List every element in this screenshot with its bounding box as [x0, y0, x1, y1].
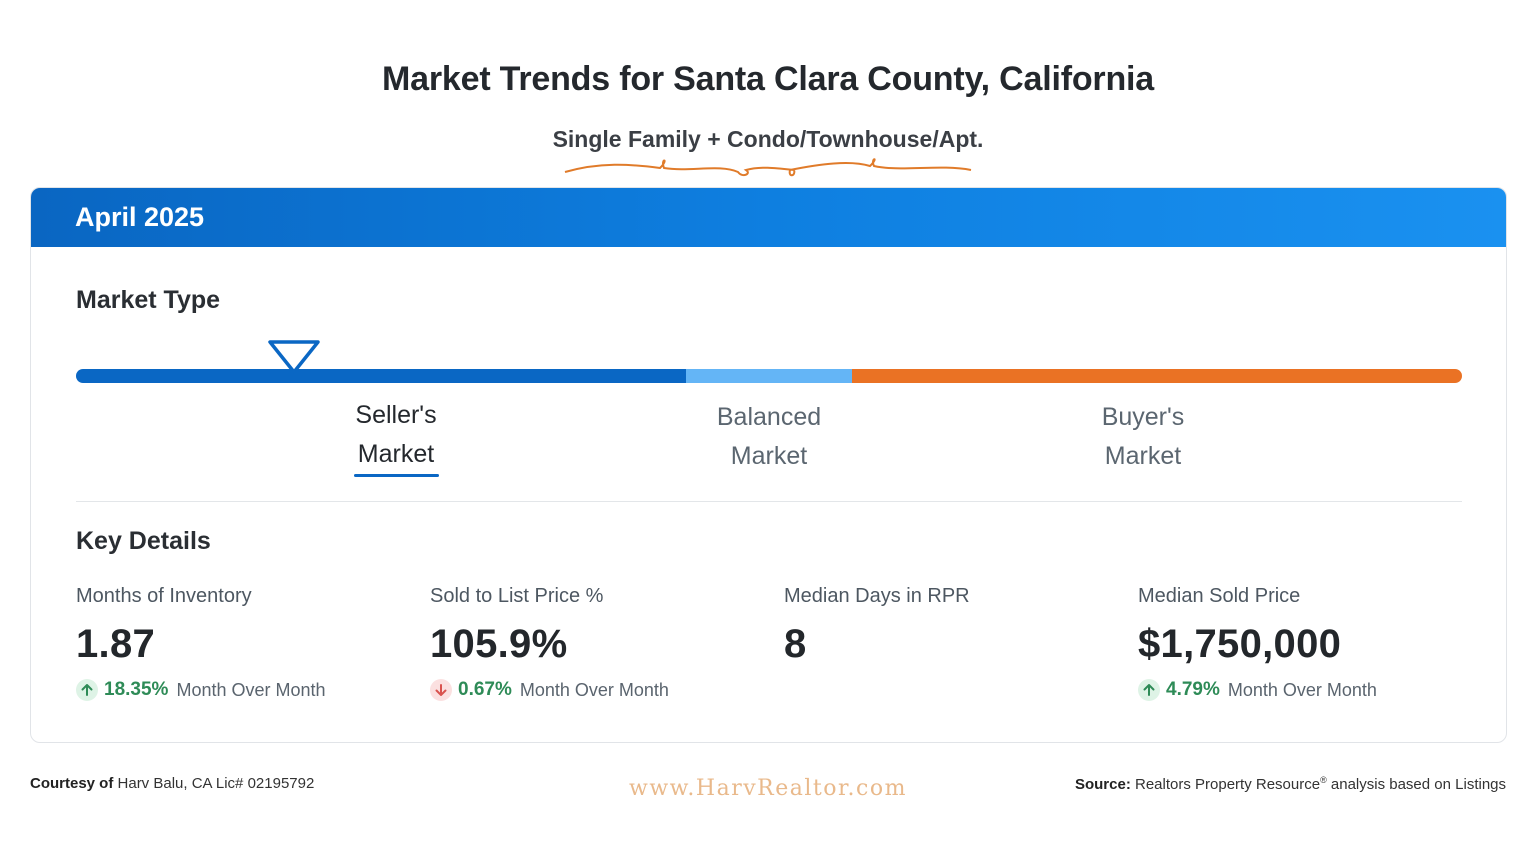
card-header: April 2025	[31, 188, 1506, 247]
stat-median-sold-price: Median Sold Price $1,750,000 4.79% Month…	[1138, 585, 1478, 701]
change-percent: 4.79%	[1166, 679, 1220, 700]
stat-value: 1.87	[76, 622, 156, 666]
stat-change: 18.35% Month Over Month	[76, 679, 416, 701]
stat-label: Sold to List Price %	[430, 585, 604, 607]
page-subtitle: Single Family + Condo/Townhouse/Apt.	[552, 126, 984, 152]
stat-months-of-inventory: Months of Inventory 1.87 18.35% Month Ov…	[76, 585, 416, 701]
arrow-up-icon	[76, 679, 98, 701]
change-label: Month Over Month	[1227, 679, 1377, 700]
page-title: Market Trends for Santa Clara County, Ca…	[382, 60, 1154, 98]
website-watermark: www.HarvRealtor.com	[629, 776, 907, 801]
stat-change: 0.67% Month Over Month	[430, 679, 770, 701]
key-details-heading: Key Details	[76, 527, 211, 555]
balanced-label-line2: Market	[730, 442, 808, 470]
source-text-b: analysis based on Listings	[1330, 776, 1506, 793]
sellers-market-label: Seller's Market	[336, 396, 456, 477]
stat-label: Median Sold Price	[1138, 585, 1301, 607]
buyers-market-label: Buyer's Market	[1083, 398, 1203, 476]
sellers-market-segment	[76, 369, 686, 383]
stat-value: 8	[784, 622, 807, 666]
balanced-market-segment	[686, 369, 852, 383]
source-prefix: Source:	[1074, 776, 1131, 793]
change-percent: 18.35%	[104, 679, 169, 700]
stat-value: 105.9%	[430, 622, 568, 666]
period-label: April 2025	[75, 202, 205, 232]
market-type-heading: Market Type	[76, 286, 221, 314]
market-trends-card: April 2025 Market Type Seller's Market B…	[30, 187, 1507, 743]
courtesy-note: Courtesy of Harv Balu, CA Lic# 02195792	[30, 775, 314, 792]
stat-value: $1,750,000	[1138, 622, 1342, 666]
sellers-label-line2: Market	[357, 440, 435, 468]
stat-label: Months of Inventory	[76, 585, 252, 607]
courtesy-text: Harv Balu, CA Lic# 02195792	[117, 775, 315, 792]
balanced-market-label: Balanced Market	[699, 398, 839, 476]
courtesy-prefix: Courtesy of	[30, 775, 114, 792]
market-indicator-icon	[267, 340, 320, 374]
sellers-label-line1: Seller's	[355, 401, 437, 429]
section-divider	[76, 501, 1462, 502]
change-label: Month Over Month	[176, 679, 326, 700]
selected-underline	[353, 474, 439, 477]
stat-sold-to-list: Sold to List Price % 105.9% 0.67% Month …	[430, 585, 770, 701]
stat-change: 4.79% Month Over Month	[1138, 679, 1478, 701]
arrow-up-icon	[1138, 679, 1160, 701]
buyers-market-segment	[852, 369, 1462, 383]
registered-mark: ®	[1320, 775, 1327, 785]
buyers-label-line2: Market	[1104, 442, 1182, 470]
source-note: Source: Realtors Property Resource® anal…	[1075, 775, 1506, 793]
stat-median-days: Median Days in RPR 8	[784, 585, 1124, 667]
change-label: Month Over Month	[519, 679, 669, 700]
decorative-flourish-icon	[564, 158, 972, 177]
change-percent: 0.67%	[458, 679, 512, 700]
buyers-label-line1: Buyer's	[1101, 403, 1185, 431]
arrow-down-icon	[430, 679, 452, 701]
source-text-a: Realtors Property Resource	[1135, 776, 1321, 793]
stat-label: Median Days in RPR	[784, 585, 970, 607]
market-type-gauge	[76, 369, 1462, 383]
balanced-label-line1: Balanced	[716, 403, 822, 431]
